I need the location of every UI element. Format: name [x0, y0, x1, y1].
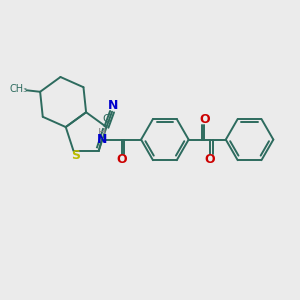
- Text: S: S: [71, 149, 80, 162]
- Text: O: O: [205, 153, 215, 166]
- Text: O: O: [116, 153, 127, 166]
- Text: N: N: [108, 99, 119, 112]
- Text: CH₃: CH₃: [9, 84, 28, 94]
- Text: O: O: [199, 113, 210, 126]
- Text: C: C: [102, 114, 110, 124]
- Text: H: H: [98, 128, 106, 138]
- Text: N: N: [97, 133, 107, 146]
